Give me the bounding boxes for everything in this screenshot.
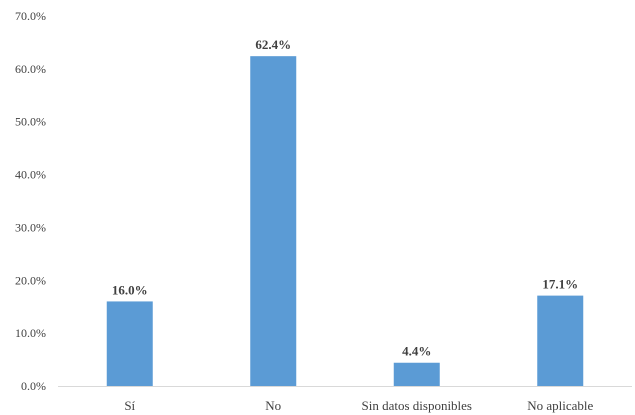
x-category-label: Sí	[124, 398, 135, 413]
bar-value-label: 4.4%	[402, 344, 431, 359]
y-axis-ticks: 0.0% 10.0% 20.0% 30.0% 40.0% 50.0% 60.0% 70.0%	[15, 9, 46, 393]
x-category-label: Sin datos disponibles	[361, 398, 472, 413]
data-labels: 16.0% 62.4% 4.4% 17.1%	[112, 37, 578, 359]
y-tick-label: 40.0%	[15, 168, 46, 182]
y-tick-label: 0.0%	[21, 379, 46, 393]
y-tick-label: 50.0%	[15, 115, 46, 129]
bar-value-label: 62.4%	[255, 37, 291, 52]
x-category-label: No	[265, 398, 281, 413]
y-tick-label: 30.0%	[15, 220, 46, 234]
bar-value-label: 16.0%	[112, 282, 148, 297]
bar	[106, 301, 153, 386]
y-tick-label: 20.0%	[15, 273, 46, 287]
bar	[393, 362, 440, 386]
bar	[250, 56, 297, 387]
bar	[537, 295, 584, 386]
bars	[106, 56, 584, 387]
y-tick-label: 70.0%	[15, 9, 46, 23]
y-tick-label: 60.0%	[15, 62, 46, 76]
category-labels: Sí No Sin datos disponibles No aplicable	[124, 398, 593, 413]
y-tick-label: 10.0%	[15, 326, 46, 340]
x-category-label: No aplicable	[527, 398, 593, 413]
bar-value-label: 17.1%	[542, 277, 578, 292]
